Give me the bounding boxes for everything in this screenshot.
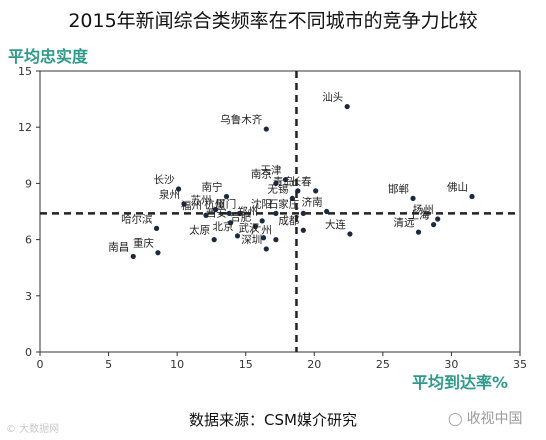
- data-point: [228, 220, 234, 226]
- data-point: [324, 208, 330, 215]
- data-point: [295, 188, 301, 194]
- data-point-label: 天津: [260, 165, 281, 177]
- data-point-label: 杭州: [204, 197, 225, 210]
- data-point: [410, 195, 416, 201]
- data-point: [435, 216, 441, 222]
- x-axis-ticks: 0 5 10 15 20 25 30 35: [37, 352, 527, 371]
- data-point-label: 汕头: [322, 92, 343, 104]
- x-tick-label: 10: [170, 358, 184, 371]
- x-tick-label: 30: [444, 358, 458, 371]
- data-point-label: 福州: [181, 199, 202, 212]
- data-point: [344, 103, 350, 110]
- data-point-label: 南京: [251, 167, 272, 180]
- data-point: [415, 229, 422, 235]
- data-point-label: 青岛: [273, 175, 294, 188]
- y-tick-label: 9: [25, 177, 32, 190]
- data-point: [263, 126, 269, 132]
- data-point-label: 扬州: [413, 203, 434, 216]
- data-point: [211, 237, 217, 243]
- y-tick-label: 6: [25, 234, 32, 247]
- data-point: [273, 180, 279, 186]
- data-point: [175, 186, 182, 192]
- data-point: [300, 227, 306, 233]
- data-point-label: 长沙: [154, 174, 175, 186]
- data-point-label: 上海: [409, 209, 430, 222]
- data-point: [300, 210, 306, 216]
- data-point: [263, 246, 269, 252]
- data-point: [181, 201, 187, 207]
- data-point: [223, 193, 230, 200]
- x-tick-label: 15: [239, 358, 253, 371]
- data-point-label: 南宁: [202, 181, 223, 194]
- data-point: [469, 193, 475, 200]
- data-point: [260, 235, 267, 241]
- data-point: [289, 195, 295, 201]
- x-tick-label: 5: [105, 358, 112, 371]
- y-tick-label: 12: [18, 121, 32, 134]
- data-point-label: 哈尔滨: [121, 212, 153, 225]
- data-point-label: 泉州: [159, 188, 180, 201]
- x-tick-label: 25: [376, 358, 390, 371]
- y-tick-label: 3: [25, 290, 32, 303]
- watermark-right-text: 收视中国: [466, 411, 523, 427]
- data-point-label: 郑州: [237, 205, 258, 218]
- data-point-label: 西安: [206, 207, 227, 220]
- data-point-label: 南昌: [108, 240, 129, 253]
- data-point-label: 大连: [325, 218, 346, 231]
- data-point: [282, 177, 289, 183]
- data-point-label: 合肥: [230, 210, 251, 223]
- y-axis-label: 平均忠实度: [8, 47, 89, 66]
- data-point-label: 太原: [189, 224, 210, 237]
- data-point-label: 邯郸: [388, 182, 409, 195]
- y-tick-label: 15: [18, 65, 32, 78]
- x-tick-label: 35: [513, 358, 527, 371]
- data-point-label: 长春: [291, 176, 312, 188]
- data-point-label: 厦门: [215, 197, 236, 210]
- data-point: [431, 222, 437, 228]
- data-point-label: 无锡: [267, 182, 288, 195]
- data-point-label: 苏州: [191, 194, 212, 207]
- data-point: [155, 250, 161, 256]
- data-point-label: 广州: [251, 225, 272, 237]
- data-point: [226, 210, 232, 216]
- data-point: [347, 231, 353, 237]
- data-point-label: 深圳: [241, 234, 262, 246]
- data-point: [252, 223, 258, 230]
- source-note: 数据来源：CSM媒介研究: [189, 411, 357, 429]
- data-point-label: 乌鲁木齐: [220, 113, 262, 126]
- reference-lines: [40, 71, 520, 352]
- data-point-label: 佛山: [447, 181, 468, 194]
- plot-frame: [39, 70, 521, 353]
- data-point-label: 济南: [302, 196, 323, 209]
- watermark-right: ◯ 收视中国: [448, 408, 523, 428]
- data-point-label: 石家庄: [268, 197, 300, 210]
- x-tick-label: 20: [307, 358, 321, 371]
- data-point: [273, 210, 279, 216]
- data-point: [234, 233, 241, 239]
- y-tick-label: 0: [25, 346, 32, 359]
- data-point-label: 北京: [212, 220, 233, 233]
- data-point: [203, 212, 209, 218]
- data-point-label: 清远: [394, 216, 415, 229]
- data-point-label: 沈阳: [251, 197, 272, 210]
- data-point-label: 成都: [278, 215, 299, 227]
- data-point-label: 武汉: [239, 222, 260, 235]
- data-point-label: 重庆: [133, 237, 154, 250]
- x-tick-label: 0: [37, 358, 44, 371]
- data-point: [153, 225, 160, 231]
- x-axis-label: 平均到达率%: [412, 373, 509, 392]
- data-point: [273, 237, 279, 243]
- data-point: [237, 210, 243, 216]
- chart-title: 2015年新闻综合类频率在不同城市的竞争力比较: [68, 10, 478, 32]
- watermark-left: © 大数据网: [6, 424, 60, 435]
- chat-bubble-icon: ◯: [448, 412, 463, 427]
- data-point: [212, 207, 219, 213]
- data-point: [130, 253, 136, 260]
- data-point: [259, 218, 265, 224]
- data-point: [313, 188, 319, 194]
- y-axis-ticks: 0 3 6 9 12 15: [18, 65, 40, 359]
